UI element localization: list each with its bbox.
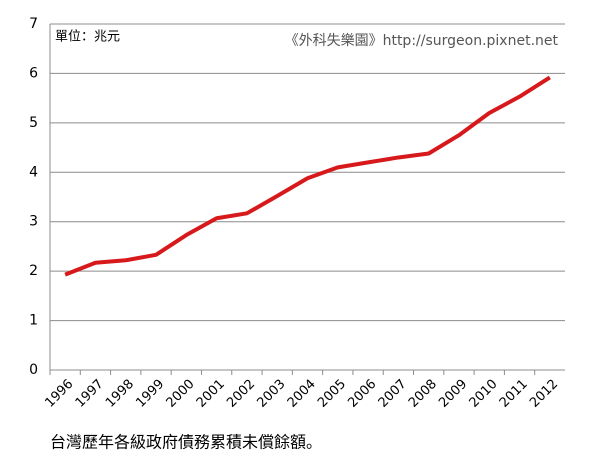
x-tick-label: 2009 xyxy=(436,377,470,411)
x-tick-label: 2012 xyxy=(527,377,561,411)
x-tick-label: 1999 xyxy=(133,377,167,411)
x-tick-label: 1997 xyxy=(73,377,107,411)
line xyxy=(64,75,551,277)
y-tick-label: 2 xyxy=(29,263,38,279)
x-tick-label: 2011 xyxy=(497,377,531,411)
x-tick-label: 2002 xyxy=(224,377,258,411)
y-tick-label: 0 xyxy=(29,362,38,378)
y-tick-label: 1 xyxy=(29,313,38,329)
x-tick-label: 2007 xyxy=(376,377,410,411)
x-tick-label: 2005 xyxy=(315,377,349,411)
x-tick-label: 2008 xyxy=(406,377,440,411)
x-tick-label: 2003 xyxy=(255,377,289,411)
x-tick-label: 2010 xyxy=(467,377,501,411)
y-tick-label: 5 xyxy=(29,115,38,131)
caption: 台灣歷年各級政府債務累積未償餘額。 xyxy=(50,433,322,452)
x-tick-label: 2006 xyxy=(345,377,379,411)
y-tick-label: 3 xyxy=(29,214,38,230)
y-tick-label: 6 xyxy=(29,65,38,81)
x-tick-label: 2000 xyxy=(164,377,198,411)
x-tick-label: 1998 xyxy=(103,377,137,411)
y-tick-label: 4 xyxy=(29,164,38,180)
annotation: 《外科失樂園》http://surgeon.pixnet.net xyxy=(285,32,559,49)
x-tick-label: 1996 xyxy=(42,377,76,411)
unit-label: 單位：兆元 xyxy=(55,30,120,45)
x-tick-label: 2004 xyxy=(285,377,319,411)
x-tick-label: 2001 xyxy=(194,377,228,411)
y-tick-label: 7 xyxy=(29,16,38,32)
